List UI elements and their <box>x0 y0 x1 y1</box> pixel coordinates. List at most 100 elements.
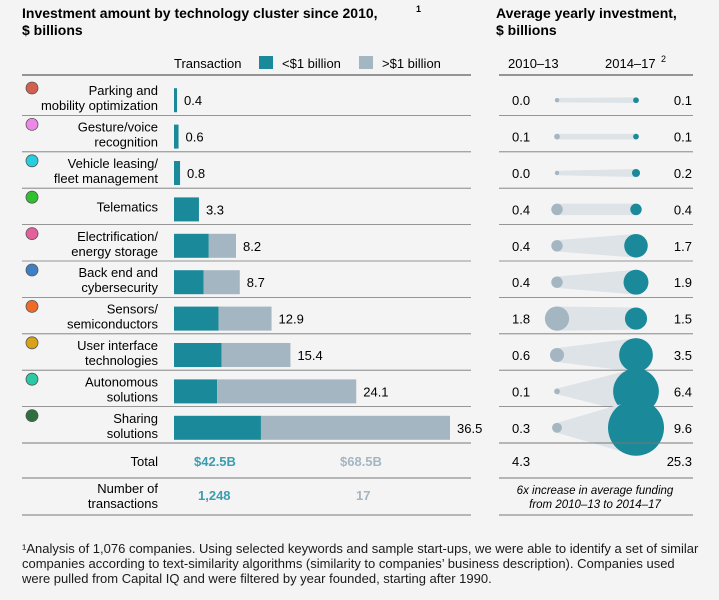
category-label-line2: solutions <box>107 426 159 441</box>
bar-large-transactions <box>203 270 240 295</box>
bar-small-transactions <box>174 343 222 367</box>
footnote: ¹Analysis of 1,076 companies. Using sele… <box>22 541 699 586</box>
bar-total-label: 3.3 <box>206 202 224 217</box>
transactions-label-line1: Number of <box>97 481 158 496</box>
total-label: Total <box>131 454 159 469</box>
bar-small-transactions <box>174 161 181 185</box>
bubble-2010-13 <box>544 306 570 331</box>
bubble-2014-17 <box>624 234 648 258</box>
transactions-label-line2: transactions <box>88 496 159 511</box>
category-label-line1: Back end and <box>78 265 158 280</box>
category-dot <box>25 336 39 350</box>
legend-label-small: <$1 billion <box>282 56 341 71</box>
category-label-line1: Sensors/ <box>107 302 159 317</box>
value-2010-13: 1.8 <box>512 312 530 327</box>
value-2010-13: 0.4 <box>512 202 530 217</box>
funding-note-line2: from 2010–13 to 2014–17 <box>529 499 661 511</box>
value-2014-17: 1.9 <box>674 275 692 290</box>
bar-total-label: 12.9 <box>279 312 304 327</box>
category-dot <box>25 118 39 131</box>
bar-large-transactions <box>221 343 291 367</box>
bubble-2014-17 <box>633 97 639 104</box>
category-label: Telematics <box>97 199 159 214</box>
category-label-line1: Gesture/voice <box>78 120 158 135</box>
growth-trail <box>557 133 636 140</box>
funding-note-line1: 6x increase in average funding <box>517 485 674 497</box>
bubble-2014-17 <box>623 269 649 295</box>
category-label-line2: energy storage <box>71 244 158 259</box>
bar-total-label: 36.5 <box>457 421 482 436</box>
total-start-value: 4.3 <box>512 454 530 469</box>
category-dot <box>25 190 39 204</box>
col-header-2014-17: 2014–17 <box>605 56 656 71</box>
bar-large-transactions <box>260 415 450 440</box>
growth-trail <box>557 306 636 331</box>
bar-total-label: 0.6 <box>186 130 204 145</box>
legend-swatch-large <box>359 56 373 69</box>
total-end-value: 25.3 <box>667 454 692 469</box>
bar-total-label: 8.2 <box>243 239 261 254</box>
value-2014-17: 0.2 <box>674 166 692 181</box>
value-2014-17: 3.5 <box>674 348 692 363</box>
legend-label-large: >$1 billion <box>382 56 441 71</box>
growth-trail <box>557 234 636 258</box>
category-label-line1: Autonomous <box>85 374 158 389</box>
bubble-2014-17 <box>608 399 664 456</box>
left-title-footnote-marker: 1 <box>416 4 421 14</box>
col-header-footnote-marker: 2 <box>661 54 666 64</box>
value-2010-13: 0.1 <box>512 384 530 399</box>
bar-small-transactions <box>174 270 204 295</box>
category-label-line2: recognition <box>94 135 158 150</box>
transactions-large-value: 17 <box>356 488 370 503</box>
bubble-2010-13 <box>551 203 563 216</box>
bar-small-transactions <box>174 415 261 440</box>
value-2010-13: 0.3 <box>512 421 530 436</box>
bar-large-transactions <box>218 306 272 331</box>
category-label-line2: technologies <box>85 353 158 368</box>
bubble-2014-17 <box>624 307 648 330</box>
value-2010-13: 0.4 <box>512 239 530 254</box>
bar-small-transactions <box>174 379 218 404</box>
value-2014-17: 0.1 <box>674 130 692 145</box>
growth-trail <box>557 97 636 104</box>
bubble-2010-13 <box>554 133 560 140</box>
category-label-line1: Vehicle leasing/ <box>68 156 159 171</box>
bar-small-transactions <box>174 88 178 113</box>
category-label-line1: Parking and <box>89 83 158 98</box>
category-label-line2: semiconductors <box>67 317 159 332</box>
left-chart-title: Investment amount by technology cluster … <box>22 5 378 21</box>
col-header-2010-13: 2010–13 <box>508 56 559 71</box>
legend-swatch-small <box>259 56 273 69</box>
left-chart-unit: $ billions <box>22 22 83 38</box>
right-chart-unit: $ billions <box>496 22 557 38</box>
bubble-2010-13 <box>551 276 563 288</box>
bar-total-label: 8.7 <box>247 275 265 290</box>
value-2014-17: 6.4 <box>674 384 692 399</box>
category-dot <box>25 154 39 168</box>
bubble-2014-17 <box>631 168 641 178</box>
value-2010-13: 0.1 <box>512 130 530 145</box>
growth-trail <box>557 203 636 216</box>
bar-large-transactions <box>217 379 357 404</box>
bar-large-transactions <box>208 233 237 258</box>
legend-title: Transaction <box>174 56 241 71</box>
bar-total-label: 15.4 <box>297 348 322 363</box>
bubble-2014-17 <box>633 133 639 140</box>
right-chart-title: Average yearly investment, <box>496 5 677 21</box>
bubble-2014-17 <box>630 203 642 216</box>
total-large-value: $68.5B <box>340 454 382 469</box>
bar-total-label: 0.8 <box>187 166 205 181</box>
value-2010-13: 0.0 <box>512 93 530 108</box>
value-2014-17: 9.6 <box>674 421 692 436</box>
growth-trail <box>557 168 636 178</box>
bar-small-transactions <box>174 233 209 258</box>
category-label-line1: Electrification/ <box>77 229 158 244</box>
category-label-line2: cybersecurity <box>81 280 158 295</box>
bar-small-transactions <box>174 306 219 331</box>
value-2014-17: 0.4 <box>674 202 692 217</box>
bubble-2010-13 <box>550 348 564 362</box>
bubble-2010-13 <box>551 240 563 252</box>
category-label-line1: User interface <box>77 338 158 353</box>
category-dot <box>25 299 39 313</box>
